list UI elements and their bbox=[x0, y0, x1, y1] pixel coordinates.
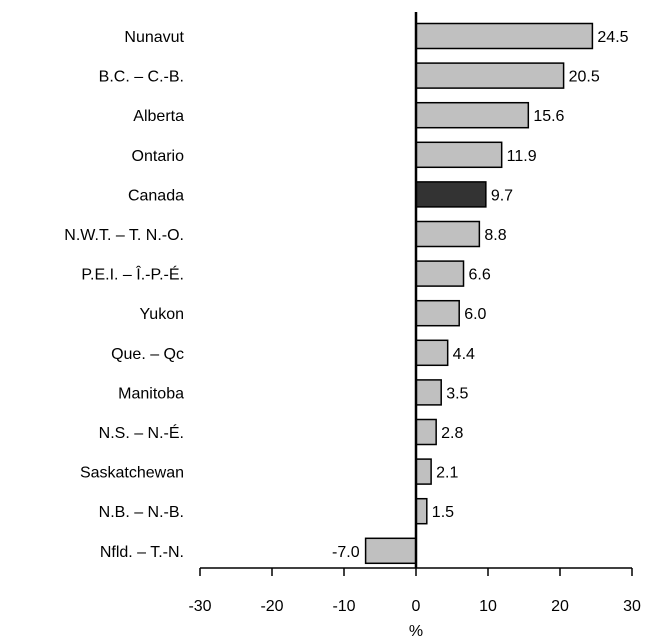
value-label: -7.0 bbox=[332, 544, 360, 561]
category-label: P.E.I. – Î.-P.-É. bbox=[81, 265, 184, 284]
value-labels-group: 24.5 20.5 15.6 11.9 9.7 8.8 6.6 6.0 4.4 3.5 2.8 2.1… bbox=[332, 29, 629, 561]
category-label: Ontario bbox=[132, 148, 185, 165]
bar-b-c-c-b bbox=[415, 62, 565, 89]
bar-p-e-i-i-p-e bbox=[415, 260, 465, 287]
bar-manitoba bbox=[415, 379, 442, 406]
x-tick-label: 30 bbox=[623, 598, 641, 615]
bar-nunavut bbox=[415, 22, 594, 50]
value-label: 24.5 bbox=[597, 29, 628, 46]
x-ticks-group: -30 -20 -10 0 10 20 30 bbox=[188, 568, 641, 615]
bar-yukon bbox=[415, 299, 460, 327]
category-label: N.S. – N.-É. bbox=[99, 423, 184, 442]
bar-alberta bbox=[415, 101, 530, 129]
category-label: Que. – Qc bbox=[111, 346, 184, 363]
bar-nfld-t-n bbox=[364, 537, 417, 565]
category-label: Nfld. – T.-N. bbox=[100, 544, 184, 561]
bar-canada bbox=[415, 181, 487, 208]
category-label: Nunavut bbox=[124, 29, 184, 46]
category-label: N.W.T. – T. N.-O. bbox=[64, 227, 184, 244]
value-label: 20.5 bbox=[569, 69, 600, 86]
x-tick-label: 0 bbox=[412, 598, 421, 615]
value-label: 9.7 bbox=[491, 187, 513, 204]
bar-n-w-t-t-n-o bbox=[415, 220, 481, 248]
category-label: B.C. – C.-B. bbox=[99, 69, 184, 86]
x-tick-label: 20 bbox=[551, 598, 569, 615]
bar-n-b-n-b bbox=[415, 497, 428, 525]
value-label: 3.5 bbox=[446, 385, 468, 402]
category-label: Manitoba bbox=[118, 385, 184, 402]
x-tick-label: -10 bbox=[332, 598, 355, 615]
bar-que-qc bbox=[415, 339, 449, 367]
x-axis-label: % bbox=[409, 623, 423, 640]
bars-group bbox=[364, 22, 594, 565]
value-label: 2.1 bbox=[436, 465, 458, 482]
value-label: 6.6 bbox=[469, 267, 491, 284]
x-tick-label: -20 bbox=[260, 598, 283, 615]
value-label: 15.6 bbox=[533, 108, 564, 125]
value-label: 4.4 bbox=[453, 346, 475, 363]
value-label: 2.8 bbox=[441, 425, 463, 442]
category-label: Canada bbox=[128, 187, 184, 204]
category-label: Alberta bbox=[133, 108, 184, 125]
category-label: N.B. – N.-B. bbox=[99, 504, 184, 521]
category-label: Saskatchewan bbox=[80, 465, 184, 482]
bar-n-s-n-e bbox=[415, 418, 437, 446]
x-tick-label: -30 bbox=[188, 598, 211, 615]
value-label: 11.9 bbox=[507, 148, 537, 165]
value-label: 8.8 bbox=[484, 227, 506, 244]
bar-saskatchewan bbox=[415, 458, 432, 485]
category-labels-group: Nunavut B.C. – C.-B. Alberta Ontario Canada N… bbox=[64, 29, 184, 561]
value-label: 1.5 bbox=[432, 504, 454, 521]
x-tick-label: 10 bbox=[479, 598, 497, 615]
bar-ontario bbox=[415, 141, 503, 169]
category-label: Yukon bbox=[140, 306, 184, 323]
value-label: 6.0 bbox=[464, 306, 486, 323]
